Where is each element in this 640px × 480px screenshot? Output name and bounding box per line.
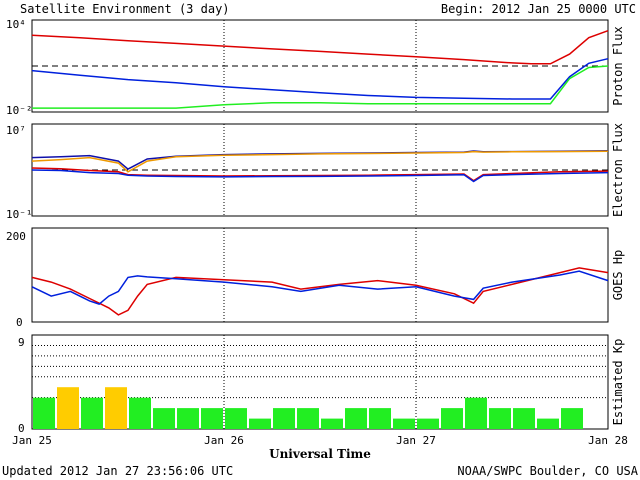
credit: NOAA/SWPC Boulder, CO USA xyxy=(457,464,638,478)
updated-timestamp: Updated 2012 Jan 27 23:56:06 UTC xyxy=(2,464,233,478)
xtick-jan27: Jan 27 xyxy=(396,434,436,447)
kp-bar xyxy=(129,397,151,429)
kp-bar xyxy=(321,418,343,429)
kp-ylabel: Estimated Kp xyxy=(611,339,625,426)
series-2-0 xyxy=(31,267,609,316)
xtick-jan26: Jan 26 xyxy=(204,434,244,447)
proton-panel xyxy=(31,19,609,113)
series-1-2 xyxy=(31,167,609,182)
series-0-1 xyxy=(31,57,609,100)
kp-bar xyxy=(441,408,463,429)
electron-panel xyxy=(31,123,609,217)
kp-bar xyxy=(345,408,367,429)
kp-bar xyxy=(153,408,175,429)
electron-ytick-bottom: 10⁻¹ xyxy=(6,208,33,221)
proton-ytick-bottom: 10⁻² xyxy=(6,104,33,117)
kp-bar xyxy=(513,408,535,429)
hp-panel xyxy=(31,227,609,323)
kp-bar xyxy=(273,408,295,429)
kp-bar xyxy=(225,408,247,429)
hp-ytick-bottom: 0 xyxy=(16,316,23,329)
electron-ytick-top: 10⁷ xyxy=(6,124,26,137)
kp-ytick-bottom: 0 xyxy=(18,422,25,435)
hp-ytick-top: 200 xyxy=(6,230,26,243)
kp-bar xyxy=(393,418,415,429)
kp-bar xyxy=(201,408,223,429)
kp-bar xyxy=(297,408,319,429)
kp-bar xyxy=(465,397,487,429)
xtick-jan28: Jan 28 xyxy=(588,434,628,447)
chart-title: Satellite Environment (3 day) xyxy=(20,2,230,16)
proton-ytick-top: 10⁴ xyxy=(6,18,26,31)
kp-bar xyxy=(105,387,127,429)
electron-ylabel: Electron Flux xyxy=(611,123,625,217)
kp-bar xyxy=(249,418,271,429)
series-1-3 xyxy=(31,169,609,183)
kp-bar xyxy=(417,418,439,429)
kp-bar xyxy=(537,418,559,429)
kp-ytick-top: 9 xyxy=(18,336,25,349)
kp-bar xyxy=(369,408,391,429)
kp-panel xyxy=(31,334,609,430)
hp-ylabel: GOES Hp xyxy=(611,250,625,301)
x-axis-title: Universal Time xyxy=(269,447,371,461)
kp-bar xyxy=(57,387,79,429)
proton-ylabel: Proton Flux xyxy=(611,26,625,105)
series-1-1 xyxy=(31,150,609,173)
kp-bar xyxy=(81,397,103,429)
series-2-1 xyxy=(31,270,609,305)
series-0-2 xyxy=(32,65,609,109)
kp-bar xyxy=(561,408,583,429)
xtick-jan25: Jan 25 xyxy=(12,434,52,447)
series-0-0 xyxy=(31,29,609,65)
plot-layer xyxy=(31,20,609,429)
kp-bar xyxy=(177,408,199,429)
begin-date: Begin: 2012 Jan 25 0000 UTC xyxy=(441,2,636,16)
kp-bar xyxy=(33,397,55,429)
kp-bar xyxy=(489,408,511,429)
